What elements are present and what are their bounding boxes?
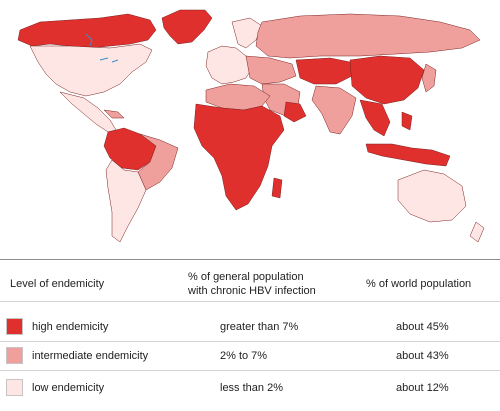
row-rule-1 [0, 341, 500, 342]
greenland [161, 9, 213, 45]
brazil-intermediate [137, 133, 179, 191]
india [311, 85, 357, 135]
russia [255, 13, 481, 59]
row-world-high: about 45% [396, 321, 449, 333]
row-level-intermediate: intermediate endemicity [32, 350, 149, 362]
arabia-high [283, 101, 307, 123]
sub-saharan-africa [193, 103, 285, 211]
row-general-intermediate: 2% to 7% [220, 350, 268, 362]
north-america-low [29, 43, 153, 97]
header-general-line2: with chronic HBV infection [188, 285, 316, 297]
eastern-europe [245, 55, 297, 85]
header-level: Level of endemicity [10, 278, 105, 290]
philippines [401, 111, 413, 131]
row-world-intermediate: about 43% [396, 350, 449, 362]
world-endemicity-map [17, 9, 485, 243]
northern-canada-alaska [17, 13, 157, 49]
south-america-low [105, 159, 147, 243]
australia [397, 169, 467, 223]
hudson-waters [85, 33, 93, 47]
caribbean [103, 109, 125, 119]
china [349, 55, 425, 105]
row-general-low: less than 2% [220, 382, 283, 394]
row-level-high: high endemicity [32, 321, 109, 333]
central-asia [295, 57, 353, 85]
row-world-low: about 12% [396, 382, 449, 394]
amazon-high [103, 127, 157, 171]
swatch-intermediate [6, 347, 23, 364]
header-rule [0, 301, 500, 302]
western-europe [205, 45, 253, 85]
new-zealand [469, 221, 485, 243]
great-lakes [99, 57, 119, 63]
header-world: % of world population [366, 278, 472, 290]
header-general-line1: % of general population [188, 271, 304, 283]
madagascar [271, 177, 283, 199]
row-level-low: low endemicity [32, 382, 105, 394]
indonesia [365, 143, 451, 167]
swatch-low [6, 379, 23, 396]
southeast-asia [359, 99, 391, 137]
japan [421, 63, 437, 93]
row-general-high: greater than 7% [220, 321, 299, 333]
row-rule-2 [0, 370, 500, 371]
table-top-rule [0, 259, 500, 260]
swatch-high [6, 318, 23, 335]
scandinavia [231, 17, 263, 49]
